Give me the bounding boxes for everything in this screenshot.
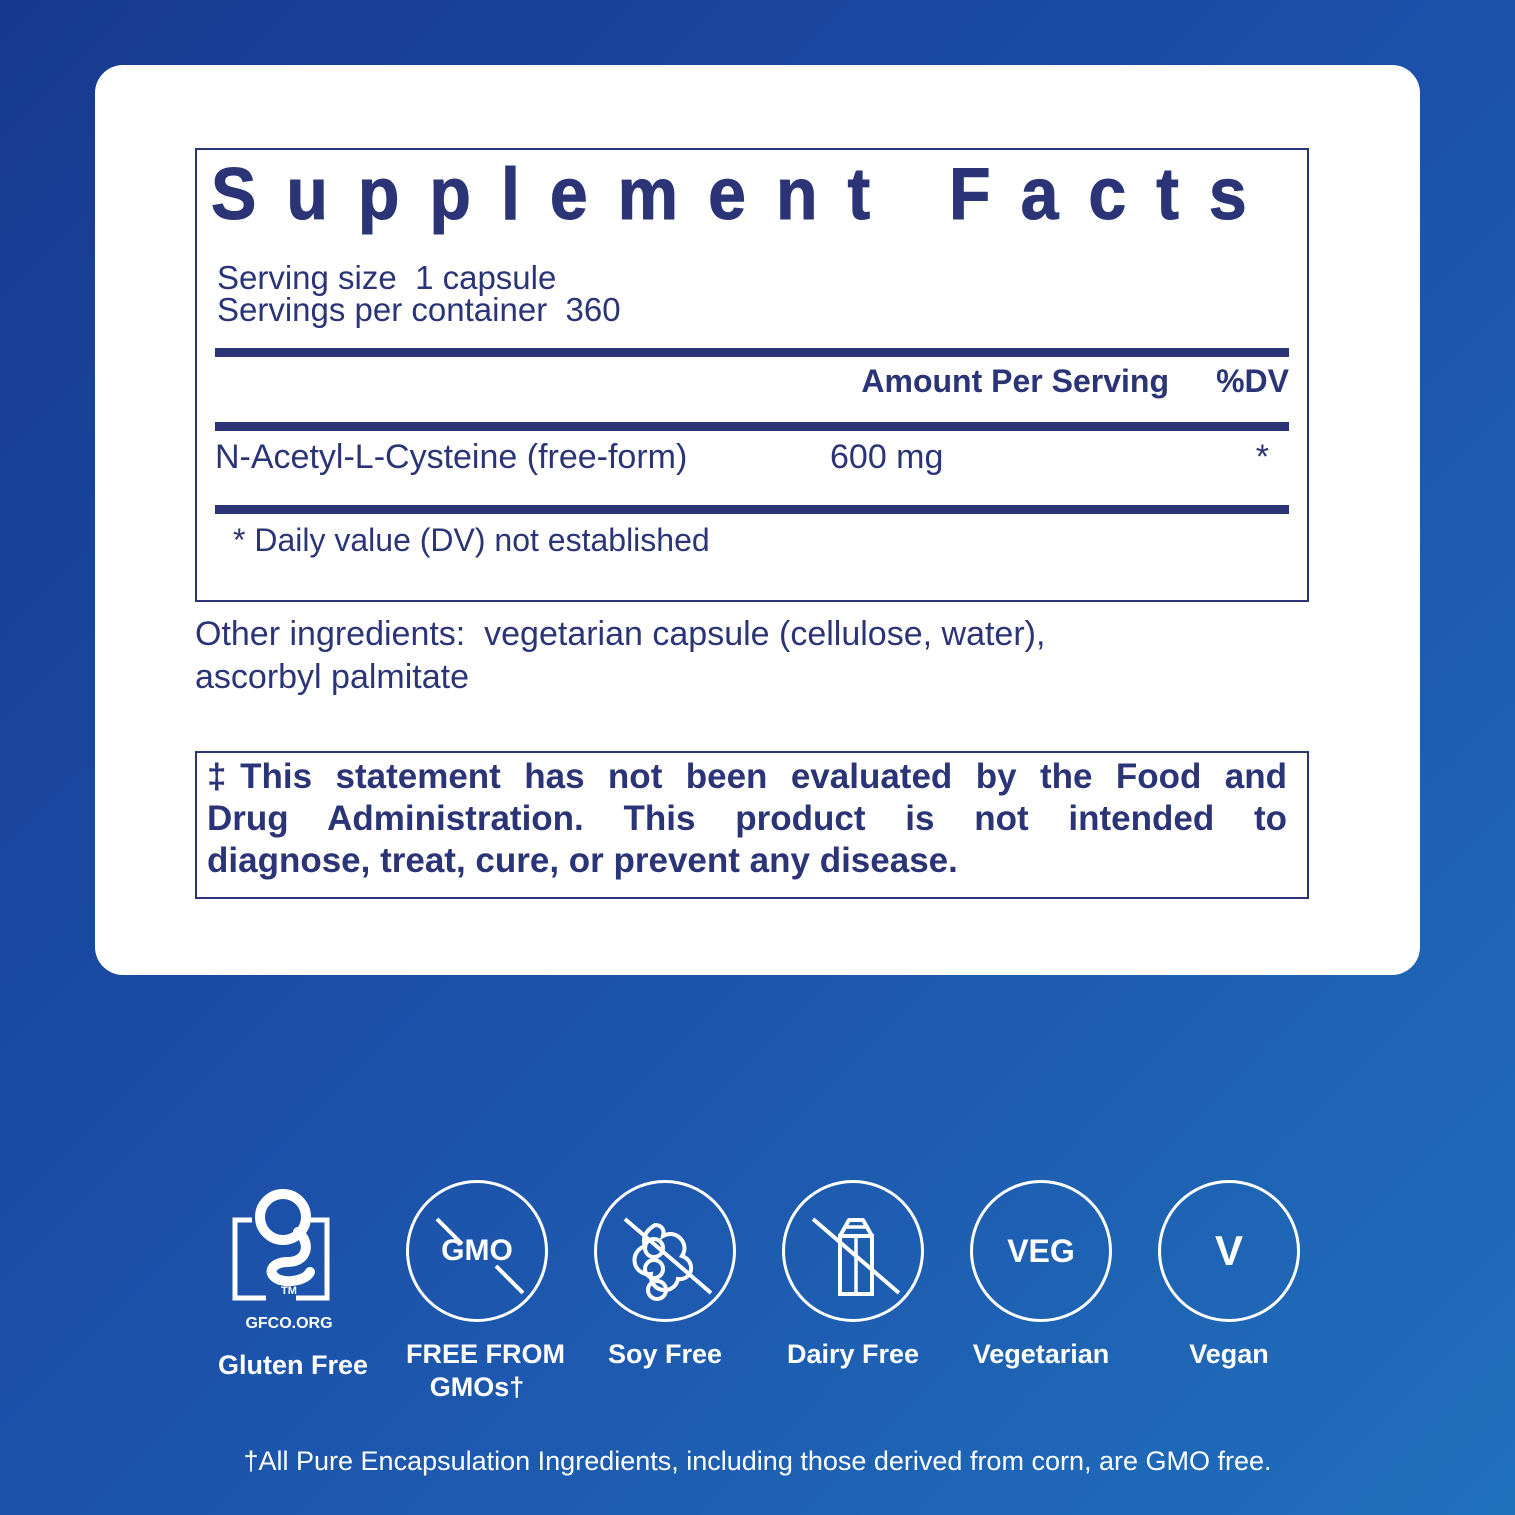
svg-text:TM: TM <box>281 1285 297 1297</box>
